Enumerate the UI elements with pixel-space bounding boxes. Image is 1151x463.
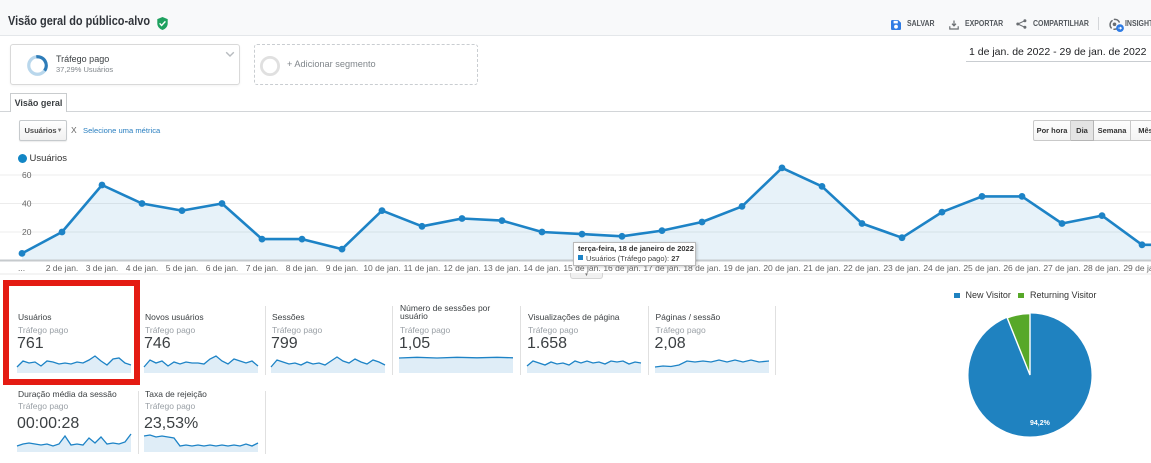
svg-text:8 de jan.: 8 de jan.: [286, 263, 319, 273]
svg-text:25 de jan.: 25 de jan.: [963, 263, 1000, 273]
svg-text:5 de jan.: 5 de jan.: [166, 263, 199, 273]
svg-text:2 de jan.: 2 de jan.: [46, 263, 79, 273]
svg-text:...: ...: [18, 263, 25, 273]
svg-text:12 de jan.: 12 de jan.: [443, 263, 480, 273]
svg-text:17 de jan.: 17 de jan.: [643, 263, 680, 273]
svg-text:27 de jan.: 27 de jan.: [1043, 263, 1080, 273]
svg-text:15 de jan.: 15 de jan.: [563, 263, 600, 273]
svg-text:40: 40: [22, 199, 32, 209]
svg-text:9 de jan.: 9 de jan.: [326, 263, 359, 273]
svg-text:10 de jan.: 10 de jan.: [363, 263, 400, 273]
svg-text:11 de jan.: 11 de jan.: [404, 263, 441, 273]
svg-text:20 de jan.: 20 de jan.: [763, 263, 800, 273]
svg-text:7 de jan.: 7 de jan.: [246, 263, 279, 273]
svg-text:16 de jan.: 16 de jan.: [603, 263, 640, 273]
svg-text:26 de jan.: 26 de jan.: [1003, 263, 1040, 273]
svg-text:13 de jan.: 13 de jan.: [483, 263, 520, 273]
svg-text:24 de jan.: 24 de jan.: [923, 263, 960, 273]
svg-text:60: 60: [22, 170, 32, 180]
svg-text:3 de jan.: 3 de jan.: [86, 263, 119, 273]
svg-text:18 de jan.: 18 de jan.: [683, 263, 720, 273]
svg-text:19 de jan.: 19 de jan.: [723, 263, 760, 273]
svg-text:4 de jan.: 4 de jan.: [126, 263, 159, 273]
svg-text:6 de jan.: 6 de jan.: [206, 263, 239, 273]
svg-text:28 de jan.: 28 de jan.: [1083, 263, 1120, 273]
svg-text:29 de jan.: 29 de jan.: [1123, 263, 1151, 273]
svg-text:20: 20: [22, 227, 32, 237]
svg-text:23 de jan.: 23 de jan.: [883, 263, 920, 273]
svg-text:22 de jan.: 22 de jan.: [843, 263, 880, 273]
svg-text:21 de jan.: 21 de jan.: [803, 263, 840, 273]
svg-text:14 de jan.: 14 de jan.: [523, 263, 560, 273]
